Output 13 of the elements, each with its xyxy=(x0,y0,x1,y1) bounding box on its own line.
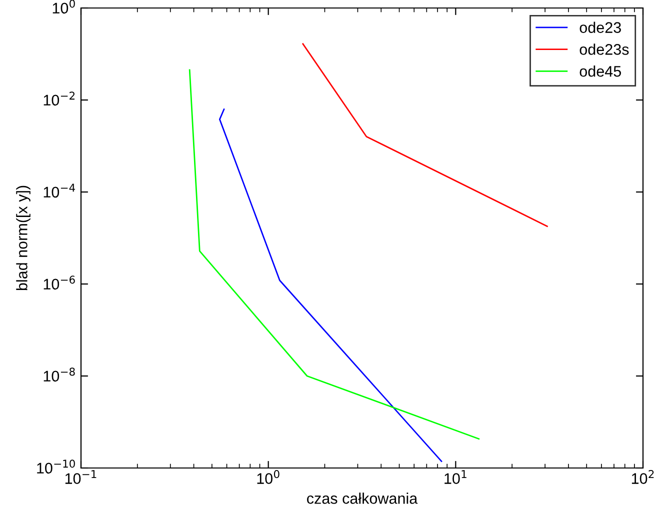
y-tick-label: 10$^{−6}$ xyxy=(44,276,75,290)
x-tick-label: 10$^{1}$ xyxy=(444,470,466,484)
y-tick-label: 10$^{−4}$ xyxy=(44,184,75,198)
legend-label: ode23 xyxy=(580,22,621,33)
y-axis-title: blad norm([x y]) xyxy=(16,186,30,290)
x-tick-label: 10$^{2}$ xyxy=(632,470,654,484)
x-axis-title: czas całkowania xyxy=(307,492,418,504)
legend-label: ode23s xyxy=(580,44,629,55)
legend-label: ode45 xyxy=(580,66,621,77)
x-tick-label: 10$^{0}$ xyxy=(257,470,280,484)
y-tick-label: 10$^{−8}$ xyxy=(44,368,75,382)
y-tick-label: 10$^{0}$ xyxy=(52,0,75,14)
y-tick-label: 10$^{−2}$ xyxy=(44,92,75,106)
